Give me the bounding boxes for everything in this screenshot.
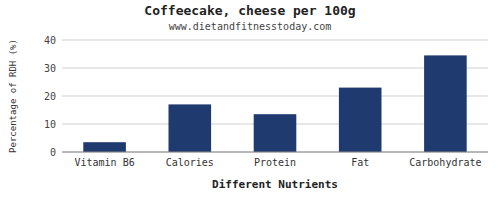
chart-svg: Coffeecake, cheese per 100g www.dietandfi… — [0, 0, 500, 200]
y-tick-label: 10 — [44, 119, 56, 130]
x-axis-label: Different Nutrients — [212, 178, 338, 191]
bar — [339, 88, 382, 152]
x-tick-label: Fat — [351, 157, 369, 168]
chart-container: Coffeecake, cheese per 100g www.dietandfi… — [0, 0, 500, 200]
x-axis-line — [62, 152, 488, 153]
y-tick-label: 40 — [44, 35, 56, 46]
subtitle: www.dietandfitnesstoday.com — [169, 21, 332, 32]
bar — [83, 142, 126, 152]
title: Coffeecake, cheese per 100g — [144, 3, 355, 18]
grid — [62, 40, 488, 152]
page: {"chart_data": {"type": "bar", "title": … — [0, 0, 500, 200]
grid-line — [62, 152, 488, 153]
bar — [424, 55, 467, 152]
x-tick-label: Carbohydrate — [409, 157, 481, 168]
bar — [254, 114, 297, 152]
y-tick-label: 30 — [44, 63, 56, 74]
y-axis-label: Percentage of RDH (%) — [8, 39, 18, 153]
grid-line — [62, 40, 488, 41]
x-tick-label: Protein — [254, 157, 296, 168]
x-tick-label: Calories — [166, 157, 214, 168]
y-tick-label: 0 — [50, 147, 56, 158]
x-tick-label: Vitamin B6 — [74, 157, 134, 168]
bar — [169, 104, 212, 152]
bars — [83, 55, 466, 152]
y-tick-label: 20 — [44, 91, 56, 102]
